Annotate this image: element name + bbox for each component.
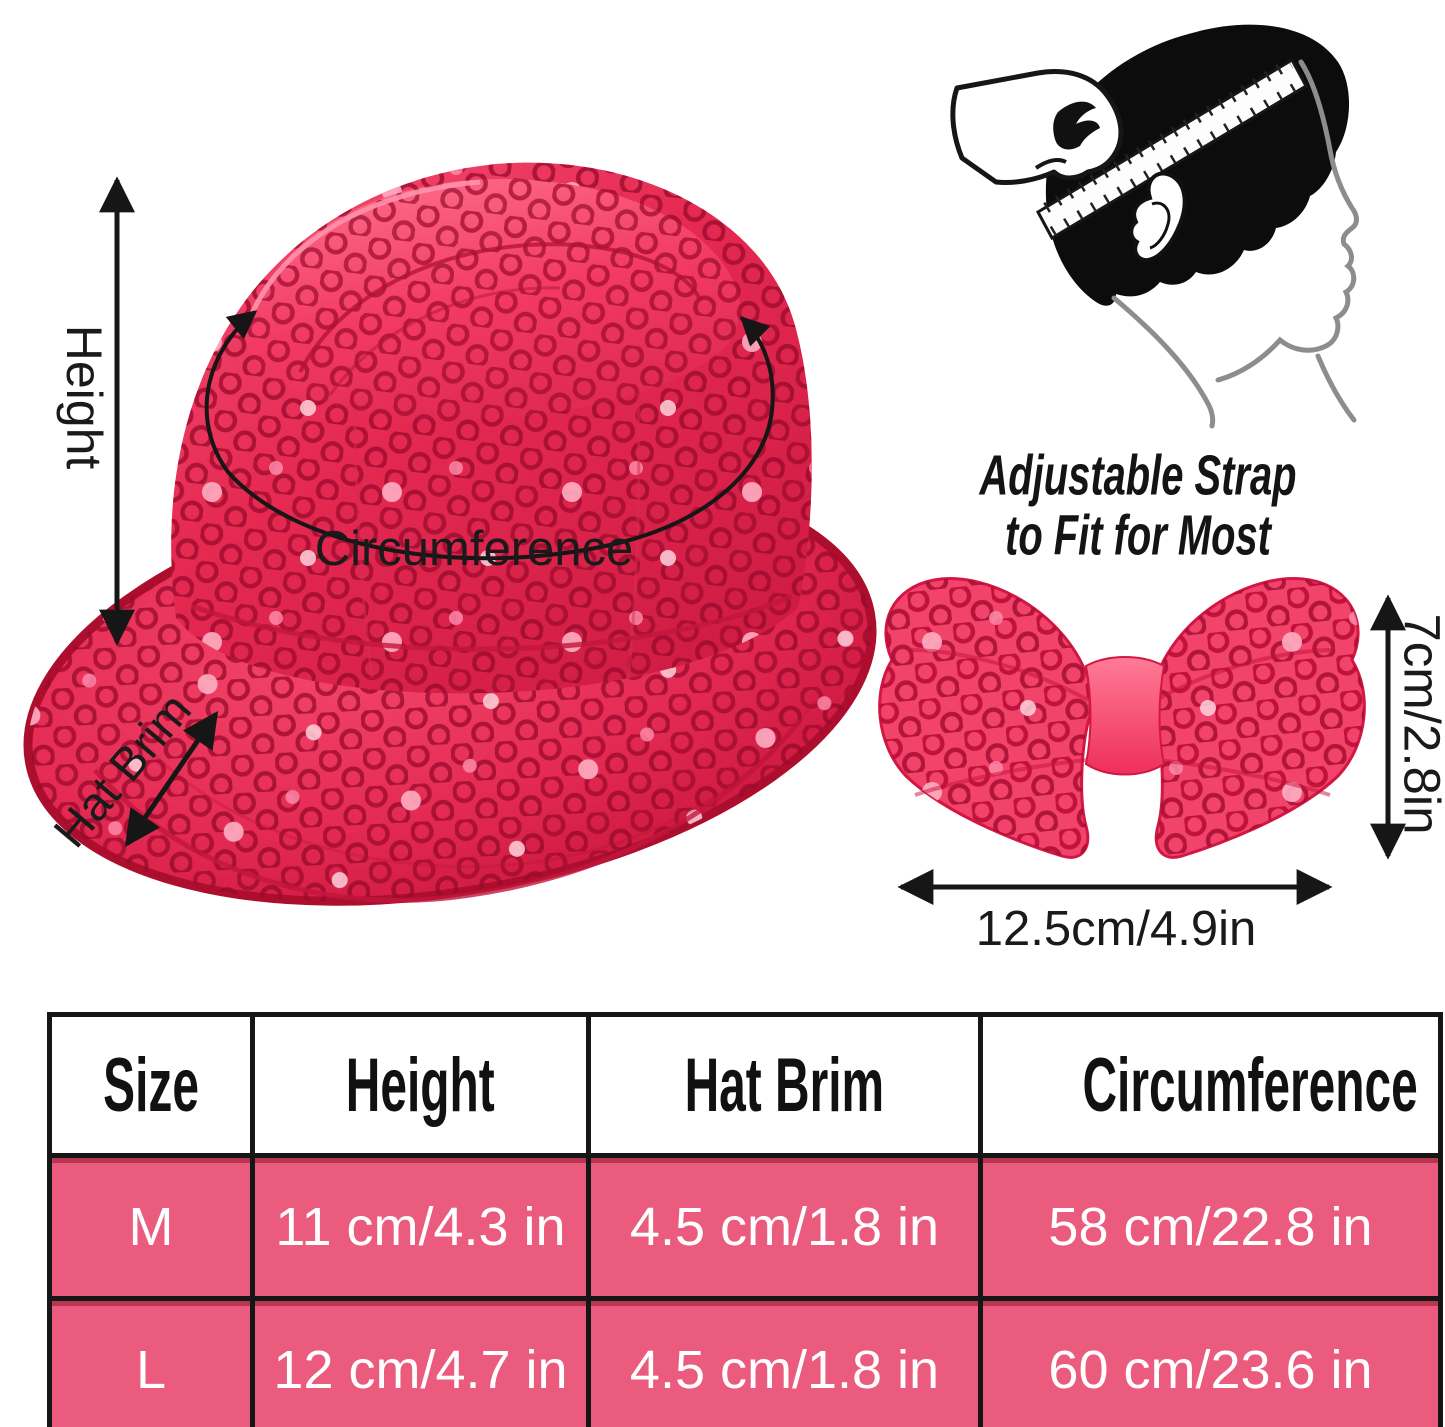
head-measuring-diagram xyxy=(950,24,1359,429)
header-circumference: Circumference xyxy=(978,1012,1443,1158)
sequin-bow-tie-illustration xyxy=(878,577,1366,859)
ear-icon xyxy=(1129,171,1187,263)
cell-size-l: L xyxy=(47,1296,255,1427)
bow-width-dimension: 12.5cm/4.9in xyxy=(975,902,1257,956)
cell-height-m: 11 cm/4.3 in xyxy=(250,1153,591,1301)
measuring-tape-icon xyxy=(1035,57,1309,241)
cell-hat-brim-m: 4.5 cm/1.8 in xyxy=(586,1153,983,1301)
circumference-label: Circumference xyxy=(314,522,634,576)
header-size: Size xyxy=(47,1012,255,1158)
cell-height-l: 12 cm/4.7 in xyxy=(250,1296,591,1427)
header-hat-brim: Hat Brim xyxy=(586,1012,983,1158)
strap-note-line2: to Fit for Most xyxy=(1005,504,1271,568)
strap-note-line1: Adjustable Strap xyxy=(979,443,1297,508)
cell-circumference-l: 60 cm/23.6 in xyxy=(978,1296,1443,1427)
sequin-hat-illustration xyxy=(23,162,877,906)
size-row-m: M 11 cm/4.3 in 4.5 cm/1.8 in 58 cm/22.8 … xyxy=(47,1153,1443,1301)
cell-size-m: M xyxy=(47,1153,255,1301)
measuring-hand-icon xyxy=(950,69,1124,185)
size-chart-header-row: Size Height Hat Brim Circumference xyxy=(47,1012,1443,1158)
hat-brim-measure-arrow-icon xyxy=(124,711,219,847)
cell-hat-brim-l: 4.5 cm/1.8 in xyxy=(586,1296,983,1427)
circumference-measure-arc-icon xyxy=(204,310,775,561)
face-profile-outline xyxy=(1111,59,1359,429)
adjustable-strap-note: Adjustable Strap to Fit for Most xyxy=(979,443,1297,568)
height-label: Height xyxy=(56,324,112,470)
cell-circumference-m: 58 cm/22.8 in xyxy=(978,1153,1443,1301)
header-height: Height xyxy=(250,1012,591,1158)
bow-tie-knot xyxy=(1084,656,1166,776)
size-row-l: L 12 cm/4.7 in 4.5 cm/1.8 in 60 cm/23.6 … xyxy=(47,1296,1443,1427)
bow-height-dimension: 7cm/2.8in xyxy=(1393,613,1445,835)
size-chart-table: Size Height Hat Brim Circumference M 11 … xyxy=(47,1012,1443,1427)
